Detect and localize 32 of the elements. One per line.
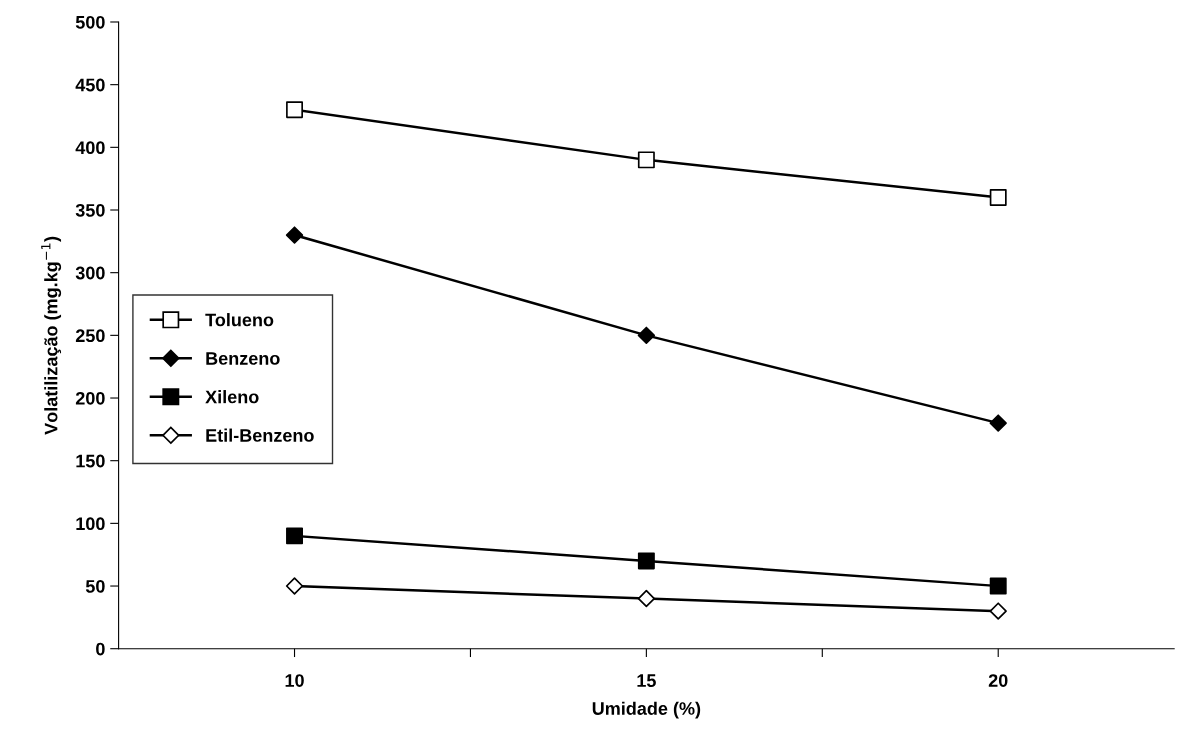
y-tick-label: 450: [75, 78, 105, 92]
y-tick-label: 100: [76, 517, 105, 531]
y-tick-label: 0: [96, 642, 105, 656]
point: [989, 414, 1007, 432]
y-tick-label: 200: [75, 391, 105, 405]
legend-label: Tolueno: [205, 313, 274, 327]
point: [989, 577, 1007, 595]
point: [989, 188, 1007, 206]
legend-label: Etil-Benzeno: [206, 428, 314, 442]
point: [286, 527, 303, 545]
legend-label: Xileno: [205, 390, 259, 404]
point: [286, 101, 303, 119]
point: [637, 552, 655, 570]
y-axis-title: Volatilização (mg.kg$^{−1}$): [41, 236, 62, 435]
point: [637, 589, 656, 608]
point: [989, 602, 1007, 620]
point: [285, 226, 304, 244]
legend-label: Benzeno: [206, 352, 280, 365]
y-tick-label: 250: [75, 329, 105, 343]
x-tick-label: 20: [988, 674, 1008, 687]
y-tick-label: 500: [75, 15, 105, 29]
y-tick-label: 50: [85, 579, 105, 593]
point: [637, 151, 655, 169]
y-tick-label: 150: [76, 454, 105, 468]
point: [285, 577, 304, 595]
y-tick-label: 300: [75, 266, 105, 280]
x-tick-label: 15: [637, 674, 656, 687]
x-axis-title: Umidade (%): [592, 701, 701, 719]
x-tick-label: 10: [285, 674, 304, 687]
y-tick-label: 350: [75, 203, 105, 217]
point: [637, 326, 656, 345]
y-tick-label: 400: [75, 141, 105, 155]
